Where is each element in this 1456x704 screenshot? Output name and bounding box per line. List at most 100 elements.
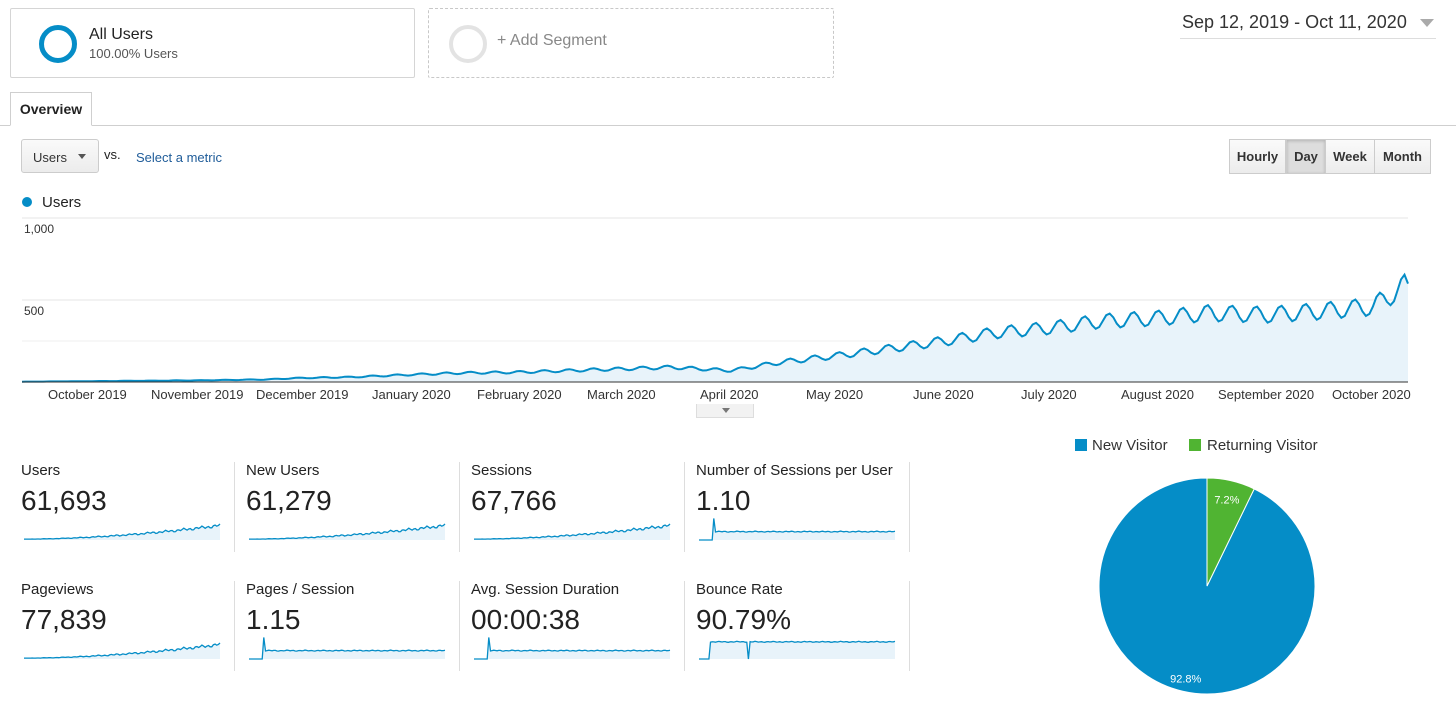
kpi-label: Users [21,462,61,479]
sparkline-line [699,518,896,541]
sparkline-line [474,523,671,540]
kpi-value: 67,766 [471,485,557,516]
kpi-sparkline [474,637,671,660]
granularity-day-button[interactable]: Day [1286,139,1326,174]
kpi-value: 90.79% [696,604,791,635]
sparkline-area [699,641,895,659]
kpi-users[interactable]: Users 61,693 [21,462,236,554]
sparkline-area [24,523,220,540]
kpi-pageviews[interactable]: Pageviews 77,839 [21,581,236,673]
kpi-divider [684,462,685,552]
collapse-chart-toggle[interactable] [696,404,754,418]
kpi-value: 61,279 [246,485,332,516]
metric-dropdown[interactable]: Users [21,139,99,173]
x-tick-label: October 2020 [1332,387,1411,402]
x-tick-label: October 2019 [48,387,127,402]
kpi-label: Pages / Session [246,581,355,598]
sparkline-area [474,523,670,540]
legend-new-visitor-swatch [1075,439,1087,451]
sparkline-area [24,642,220,659]
pie-label-returning-visitor: 7.2% [1214,495,1239,507]
granularity-month-button[interactable]: Month [1374,139,1431,174]
kpi-label: Avg. Session Duration [471,581,620,598]
chevron-down-icon [1420,19,1434,27]
add-segment-button[interactable]: + Add Segment [428,8,834,78]
kpi-label: Bounce Rate [696,581,783,598]
kpi-label: Sessions [471,462,532,479]
x-tick-label: February 2020 [477,387,562,402]
sparkline-line [474,637,671,660]
users-line-chart [22,217,1409,383]
kpi-value: 77,839 [21,604,107,635]
sparkline-area [249,523,445,540]
x-tick-label: August 2020 [1121,387,1195,402]
legend-returning-visitor-label: Returning Visitor [1207,437,1318,454]
y-tick-label: 500 [24,304,45,318]
x-tick-label: December 2019 [256,387,349,402]
add-segment-label: + Add Segment [497,32,607,49]
tab-divider [0,125,1456,126]
x-tick-label: March 2020 [587,387,656,402]
sparkline-line [249,637,446,660]
kpi-divider [459,462,460,552]
sparkline-line [249,523,446,540]
kpi-sparkline [249,637,446,660]
x-tick-label: July 2020 [1021,387,1077,402]
x-tick-label: January 2020 [372,387,451,402]
caret-down-icon [78,154,86,159]
segment-all-users[interactable]: All Users 100.00% Users [10,8,415,78]
x-tick-label: May 2020 [806,387,864,402]
kpi-divider [459,581,460,671]
sparkline-area [699,518,895,540]
kpi-pages-per-session[interactable]: Pages / Session 1.15 [246,581,461,673]
pie-label-new-visitor: 92.8% [1170,674,1201,686]
kpi-bounce-rate[interactable]: Bounce Rate 90.79% [696,581,911,673]
date-range-text: Sep 12, 2019 - Oct 11, 2020 [1182,12,1407,32]
sparkline-area [474,637,670,659]
kpi-avg-session-duration[interactable]: Avg. Session Duration 00:00:38 [471,581,686,673]
kpi-sparkline [24,642,221,659]
kpi-value: 1.10 [696,485,751,516]
kpi-label: Number of Sessions per User [696,462,893,479]
kpi-divider [909,581,910,671]
tab-overview[interactable]: Overview [10,92,92,126]
kpi-sparkline [474,523,671,540]
kpi-divider [684,581,685,671]
x-tick-label: September 2020 [1218,387,1315,402]
kpi-sparkline [24,523,221,540]
legend-returning-visitor-swatch [1189,439,1201,451]
legend-users-label: Users [42,194,82,211]
kpi-value: 00:00:38 [471,604,580,635]
kpi-divider [909,462,910,552]
segment-subtitle: 100.00% Users [89,46,178,61]
users-area-fill [22,274,1408,382]
vs-label: vs. [104,147,121,162]
segment-ring-icon [39,25,77,63]
kpi-divider [234,462,235,552]
sparkline-line [24,642,221,659]
kpi-value: 1.15 [246,604,301,635]
date-range-picker[interactable]: Sep 12, 2019 - Oct 11, 2020 [1180,10,1436,39]
kpi-sessions[interactable]: Sessions 67,766 [471,462,686,554]
granularity-hourly-button[interactable]: Hourly [1229,139,1286,174]
sparkline-line [699,640,896,660]
sparkline-area [249,637,445,659]
kpi-new-users[interactable]: New Users 61,279 [246,462,461,554]
pie-slice-returning-visitor [1206,477,1255,587]
y-tick-label: 1,000 [24,222,55,236]
legend-new-visitor-label: New Visitor [1092,437,1168,454]
users-series-line [22,272,1409,383]
metric-dropdown-label: Users [33,150,67,165]
kpi-sessions-per-user[interactable]: Number of Sessions per User 1.10 [696,462,911,554]
x-tick-label: June 2020 [913,387,974,402]
segment-title: All Users [89,26,154,43]
granularity-week-button[interactable]: Week [1325,139,1375,174]
kpi-label: New Users [246,462,320,479]
add-segment-ring-icon [449,25,487,63]
kpi-divider [234,581,235,671]
x-tick-label: November 2019 [151,387,244,402]
kpi-sparkline [249,523,446,540]
select-metric-link[interactable]: Select a metric [136,150,222,165]
legend-users-dot [22,197,32,207]
kpi-sparkline [699,518,896,541]
